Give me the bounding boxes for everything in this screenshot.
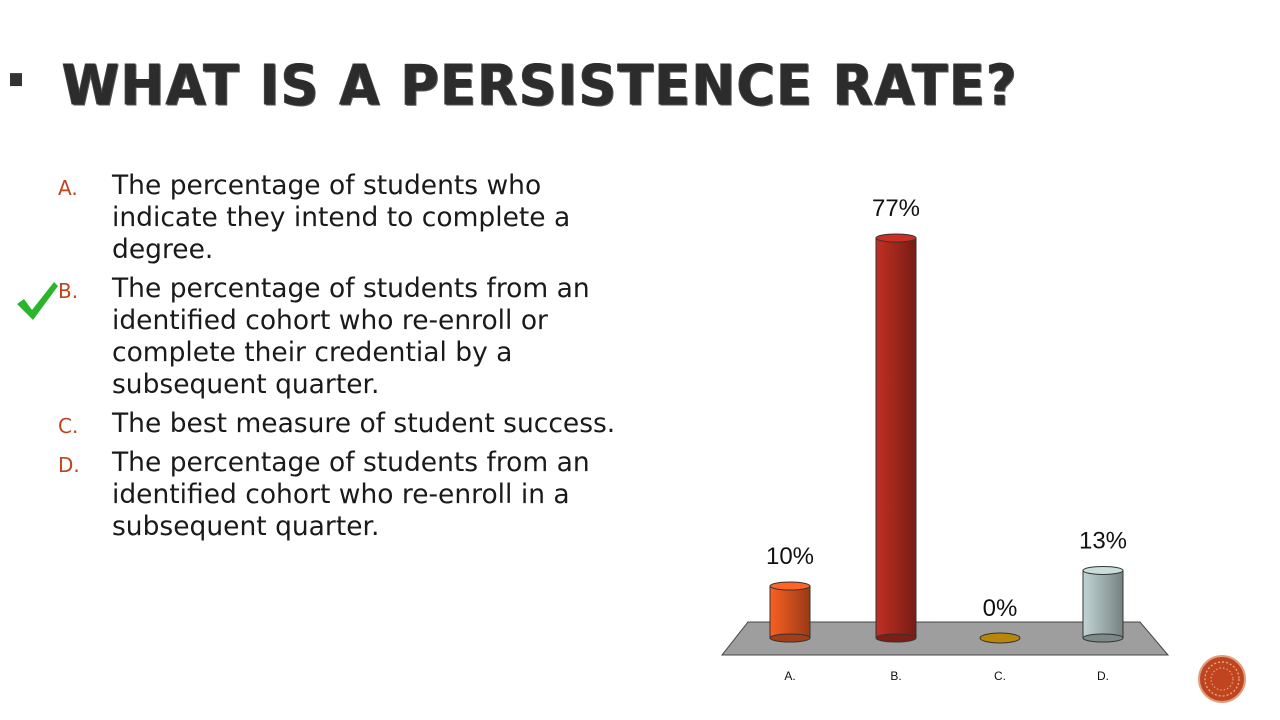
option-b-text: The percentage of students from an ident… bbox=[112, 273, 590, 400]
answer-options: A. The percentage of students who indica… bbox=[58, 170, 638, 550]
bar-d bbox=[1082, 569, 1124, 639]
bar-top-d bbox=[1082, 565, 1124, 575]
slide-title: What is a persistence rate? bbox=[9, 53, 1019, 119]
checkmark-icon bbox=[17, 282, 58, 320]
option-d: D. The percentage of students from an id… bbox=[58, 447, 638, 543]
data-label-d: 13% bbox=[1079, 527, 1127, 554]
bar-top-a bbox=[769, 581, 811, 591]
bar-c bbox=[979, 632, 1021, 644]
x-tick-label: A. bbox=[784, 669, 795, 683]
option-d-letter: D. bbox=[58, 453, 80, 477]
option-b-letter: B. bbox=[58, 279, 79, 303]
option-c-text: The best measure of student success. bbox=[112, 408, 616, 439]
bar-a bbox=[769, 585, 811, 639]
option-d-text: The percentage of students from an ident… bbox=[112, 447, 590, 542]
x-tick-label: D. bbox=[1097, 669, 1109, 683]
bar-base-d bbox=[1082, 633, 1124, 643]
bar-top-b bbox=[875, 233, 917, 243]
bar-b bbox=[875, 237, 917, 639]
option-a-text: The percentage of students who indicate … bbox=[112, 170, 571, 265]
option-a: A. The percentage of students who indica… bbox=[58, 170, 638, 266]
data-label-a: 10% bbox=[766, 543, 814, 570]
next-slide-icon[interactable] bbox=[1197, 654, 1247, 704]
option-a-letter: A. bbox=[58, 176, 78, 200]
option-c-letter: C. bbox=[58, 414, 79, 438]
x-tick-label: B. bbox=[890, 669, 901, 683]
x-tick-label: C. bbox=[994, 669, 1006, 683]
chart-floor bbox=[720, 621, 1170, 656]
data-label-b: 77% bbox=[872, 195, 920, 222]
bar-base-b bbox=[875, 633, 917, 643]
bar-base-a bbox=[769, 633, 811, 643]
results-bar-chart: 10% A. 77% B. 0% C. 13% D. bbox=[720, 195, 1170, 683]
data-label-c: 0% bbox=[983, 595, 1018, 622]
option-c: C. The best measure of student success. bbox=[58, 408, 638, 440]
option-b: B. The percentage of students from an id… bbox=[58, 273, 638, 401]
